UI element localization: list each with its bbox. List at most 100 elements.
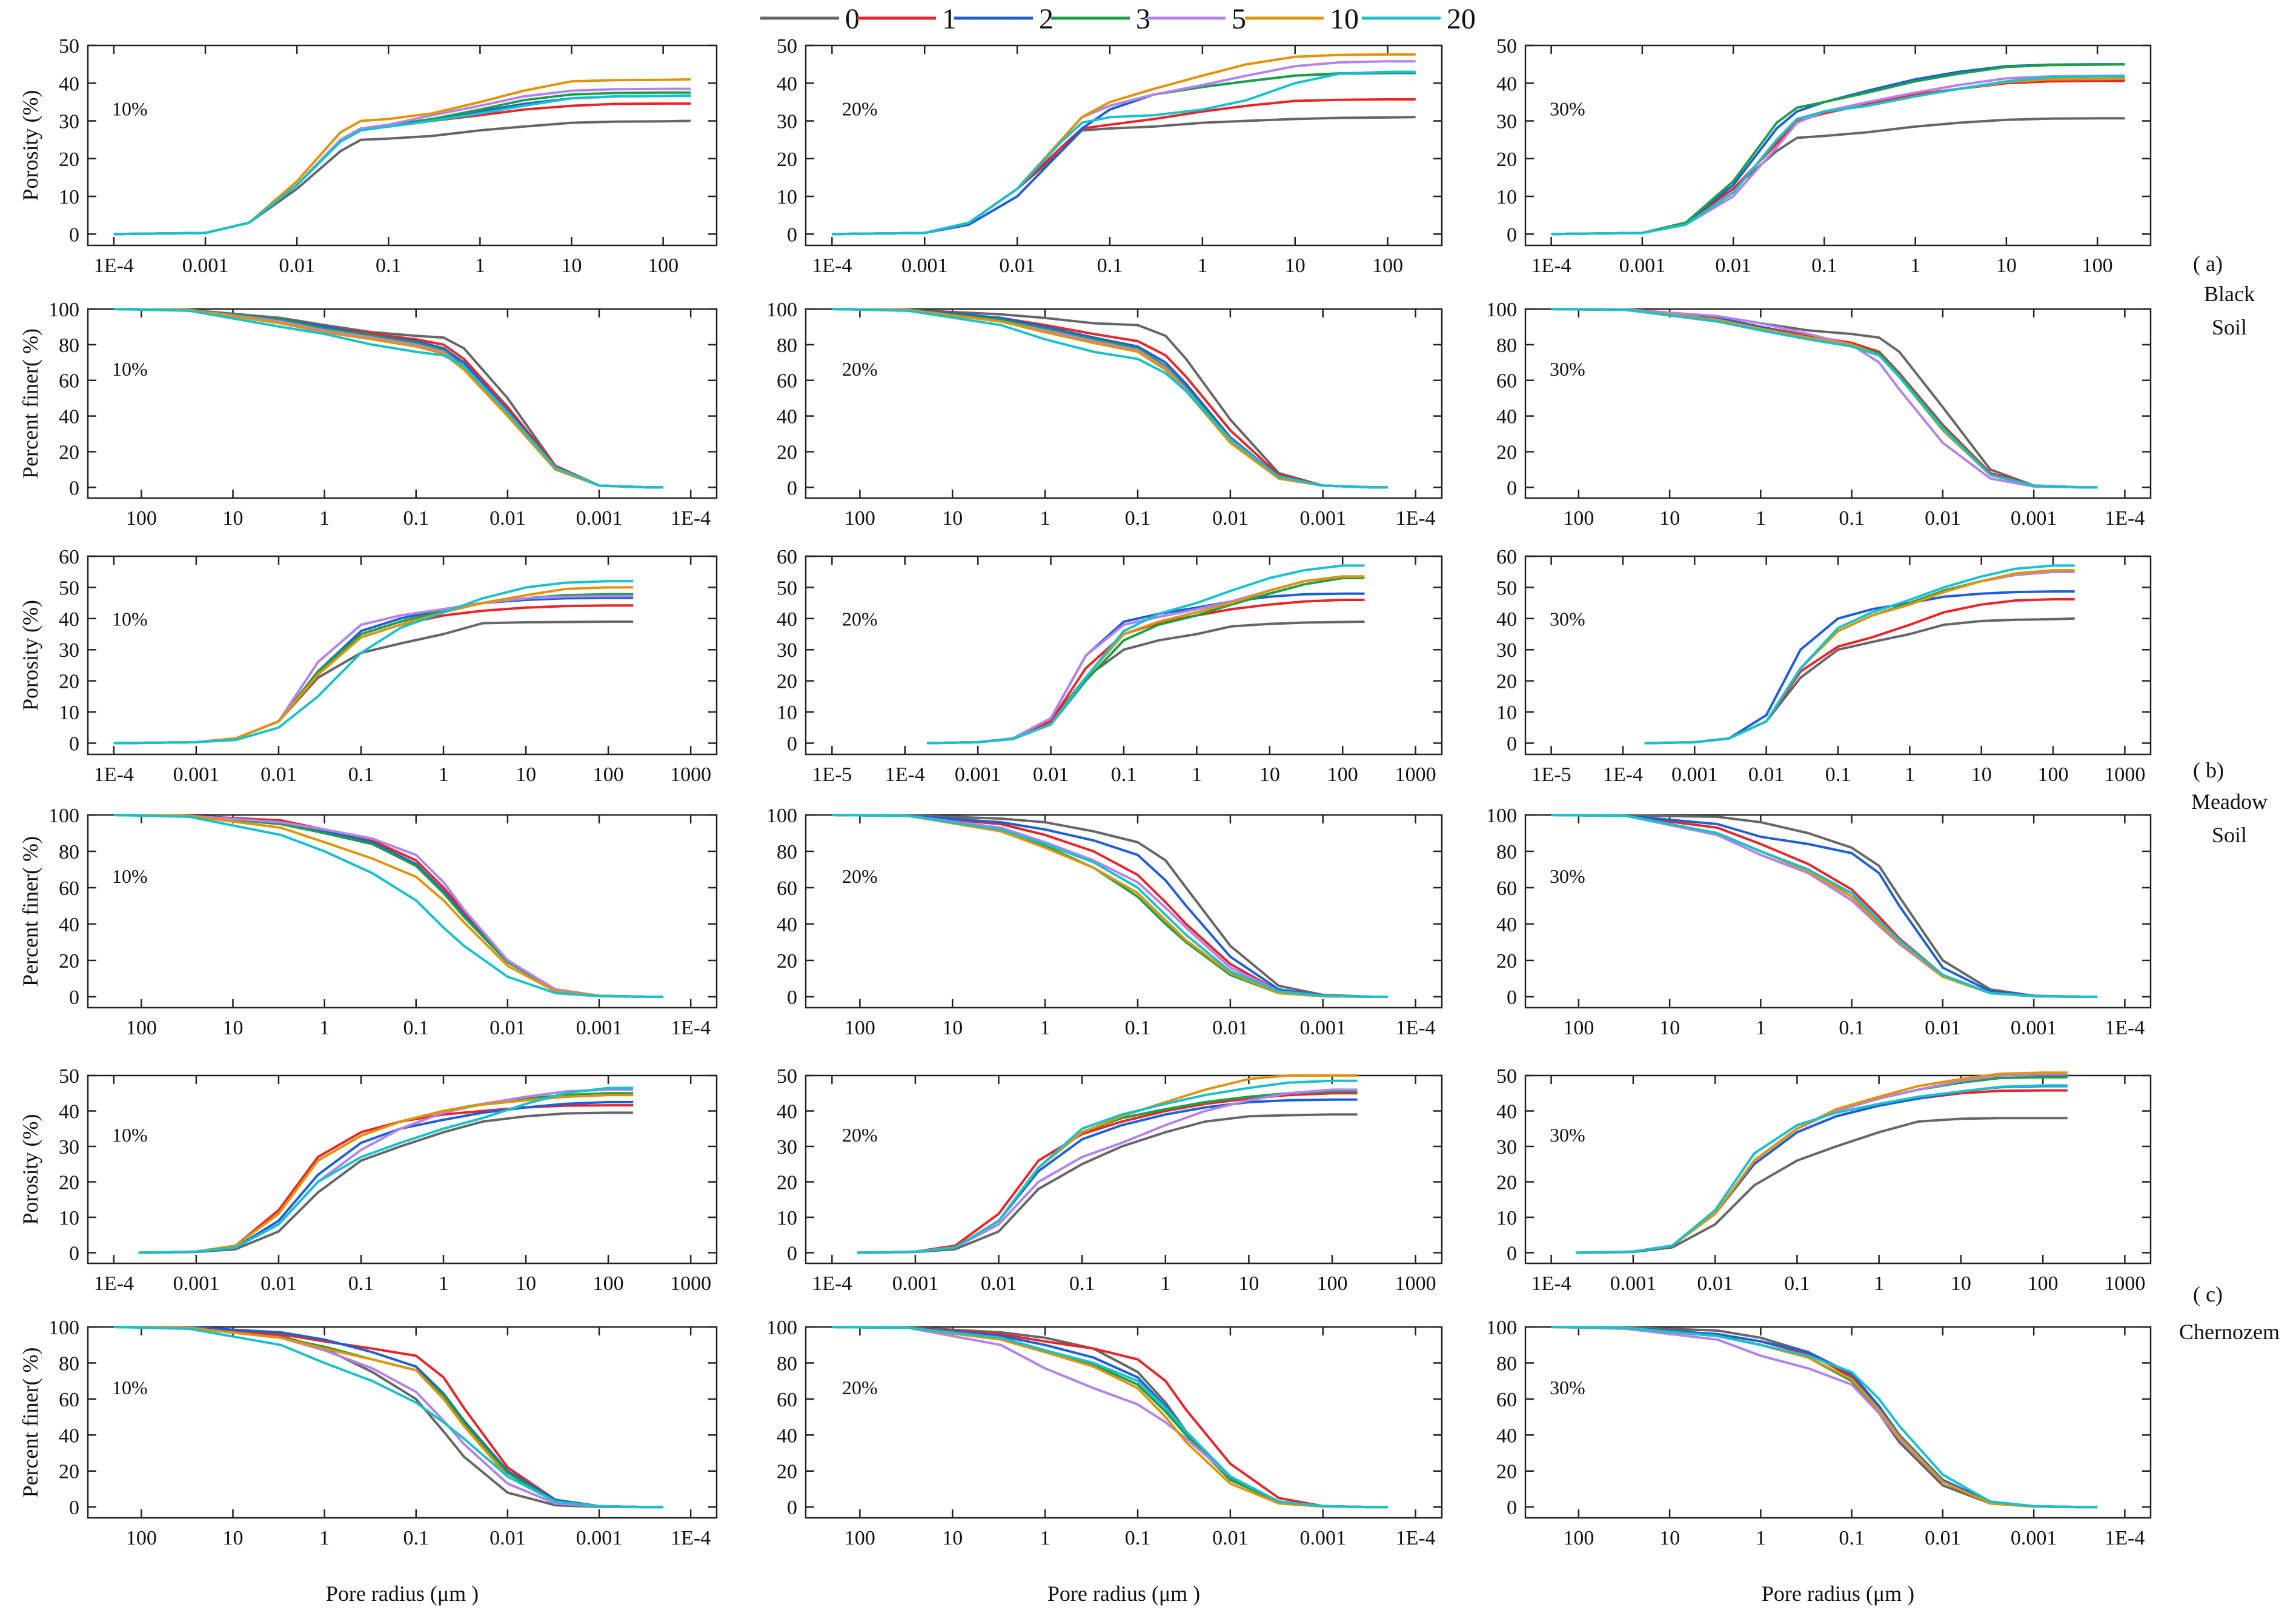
series-line-3 — [1551, 308, 2098, 489]
y-tick-label: 30 — [777, 1136, 797, 1159]
series-line-10 — [832, 53, 1416, 236]
series-line-1 — [1551, 1326, 2098, 1509]
plot-frame — [1524, 44, 2152, 247]
series-line-5 — [1551, 814, 2098, 998]
panel-tag: 10% — [112, 865, 148, 887]
x-tick-label: 1 — [1756, 507, 1766, 530]
panel-a-porosity-30: 1E-4 0.001 0.01 0.1 1 10 100 0 10 20 30 40 50 30% — [1496, 35, 2152, 277]
series-line-20 — [1644, 564, 2075, 745]
y-tick-label: 100 — [766, 805, 797, 827]
panel-c-porosity-30: 1E-4 0.001 0.01 0.1 1 10 100 1000 0 10 20 30 40 50 30% — [1496, 1065, 2152, 1295]
x-tick-label: 1E-4 — [671, 1017, 711, 1039]
x-tick-label: 100 — [2028, 1272, 2059, 1295]
row-soil-label: Soil — [2212, 315, 2247, 339]
x-tick-label: 0.001 — [182, 254, 229, 277]
panel-c-finer-20: 100 10 1 0.1 0.01 0.001 1E-4 0 20 40 60 80 100 20% — [766, 1317, 1443, 1549]
panel-c-porosity-10: 1E-4 0.001 0.01 0.1 1 10 100 1000 0 10 20 30 40 50 Por… — [18, 1065, 718, 1295]
x-tick-label: 0.01 — [1925, 507, 1961, 530]
y-tick-label: 30 — [59, 639, 79, 662]
plot-frame — [805, 308, 1443, 499]
panel-tag: 30% — [1550, 1377, 1585, 1398]
series-line-0 — [832, 1326, 1388, 1509]
series-line-1 — [1576, 1089, 2068, 1254]
y-tick-label: 50 — [777, 1065, 797, 1088]
series-line-10 — [1551, 814, 2098, 998]
series-line-3 — [1551, 63, 2125, 236]
x-tick-label: 1E-4 — [1531, 1272, 1571, 1295]
y-tick-label: 30 — [1496, 1136, 1517, 1159]
legend-label-20: 20 — [1447, 3, 1476, 35]
y-tick-label: 0 — [69, 1242, 79, 1265]
panel-a-porosity-10: 1E-4 0.001 0.01 0.1 1 10 100 0 10 20 30 40 50 Porosit… — [18, 35, 718, 277]
y-tick-label: 80 — [1496, 334, 1517, 357]
panel-b-finer-30: 100 10 1 0.1 0.01 0.001 1E-4 0 20 40 60 80 100 30% — [1486, 805, 2152, 1039]
series-line-1 — [832, 308, 1388, 489]
x-tick-label: 1E-4 — [1396, 1527, 1436, 1549]
series-line-5 — [1576, 1073, 2068, 1254]
x-tick-label: 100 — [844, 1527, 875, 1549]
x-tick-label: 10 — [1238, 1272, 1259, 1295]
y-tick-label: 30 — [777, 639, 797, 662]
series-line-3 — [113, 814, 663, 998]
row-soil-label: Meadow — [2191, 790, 2268, 814]
y-tick-label: 10 — [1496, 1207, 1517, 1229]
x-tick-label: 10 — [516, 763, 536, 786]
series-line-2 — [832, 814, 1388, 998]
x-tick-label: 0.1 — [1839, 1527, 1865, 1549]
y-tick-label: 60 — [59, 370, 79, 393]
series-line-20 — [1551, 1326, 2098, 1509]
series-line-3 — [138, 1092, 634, 1254]
y-tick-label: 50 — [777, 35, 797, 58]
y-tick-label: 60 — [1496, 370, 1517, 393]
series-line-1 — [1551, 814, 2098, 998]
row-labels: ( a) Black Soil ( b) Meadow Soil ( c) Chernozem — [2179, 251, 2280, 1344]
series-line-2 — [113, 814, 663, 998]
x-tick-label: 0.01 — [260, 1272, 297, 1295]
y-tick-label: 60 — [59, 1389, 79, 1411]
y-tick-label: 20 — [59, 950, 79, 973]
y-tick-label: 50 — [1496, 577, 1517, 599]
y-tick-label: 50 — [59, 35, 79, 58]
x-tick-label: 0.001 — [955, 763, 1001, 786]
x-tick-label: 10 — [562, 254, 582, 277]
series-line-5 — [1551, 308, 2098, 489]
x-tick-label: 0.1 — [1097, 254, 1123, 277]
series-line-3 — [113, 593, 634, 745]
y-tick-label: 50 — [1496, 1065, 1517, 1088]
series-line-10 — [857, 1074, 1358, 1254]
y-axis-title: Percent finer( %) — [18, 836, 42, 986]
x-tick-label: 0.01 — [279, 254, 315, 277]
x-tick-label: 0.1 — [1111, 763, 1137, 786]
series-line-0 — [926, 620, 1365, 745]
x-tick-label: 0.001 — [1300, 507, 1347, 530]
panel-a-finer-30: 100 10 1 0.1 0.01 0.001 1E-4 0 20 40 60 80 100 30% — [1486, 299, 2152, 530]
y-tick-label: 100 — [1486, 299, 1517, 321]
series-line-0 — [857, 1113, 1358, 1254]
y-tick-label: 60 — [59, 546, 79, 568]
panel-tag: 20% — [842, 98, 878, 120]
y-tick-label: 100 — [766, 299, 797, 321]
series-line-20 — [113, 95, 691, 236]
y-tick-label: 10 — [59, 186, 79, 208]
plot-frame — [805, 44, 1443, 247]
x-tick-label: 0.1 — [348, 763, 374, 786]
x-tick-label: 100 — [1327, 763, 1358, 786]
series-line-3 — [1576, 1076, 2068, 1254]
y-tick-label: 20 — [777, 1461, 797, 1483]
y-tick-label: 0 — [1507, 986, 1517, 1009]
x-tick-label: 1000 — [2104, 763, 2145, 786]
series-line-2 — [926, 592, 1365, 745]
y-tick-label: 40 — [59, 608, 79, 631]
y-tick-label: 10 — [777, 186, 797, 208]
plot-frame — [805, 1326, 1443, 1519]
y-tick-label: 30 — [1496, 639, 1517, 662]
y-tick-label: 40 — [59, 73, 79, 95]
series-line-10 — [832, 814, 1388, 998]
series-line-5 — [113, 1326, 663, 1509]
x-tick-label: 1 — [319, 1017, 330, 1039]
y-tick-label: 40 — [1496, 914, 1517, 936]
series-line-0 — [113, 814, 663, 998]
x-tick-label: 10 — [1285, 254, 1306, 277]
legend: 0 1 2 3 5 10 20 — [760, 3, 1476, 35]
